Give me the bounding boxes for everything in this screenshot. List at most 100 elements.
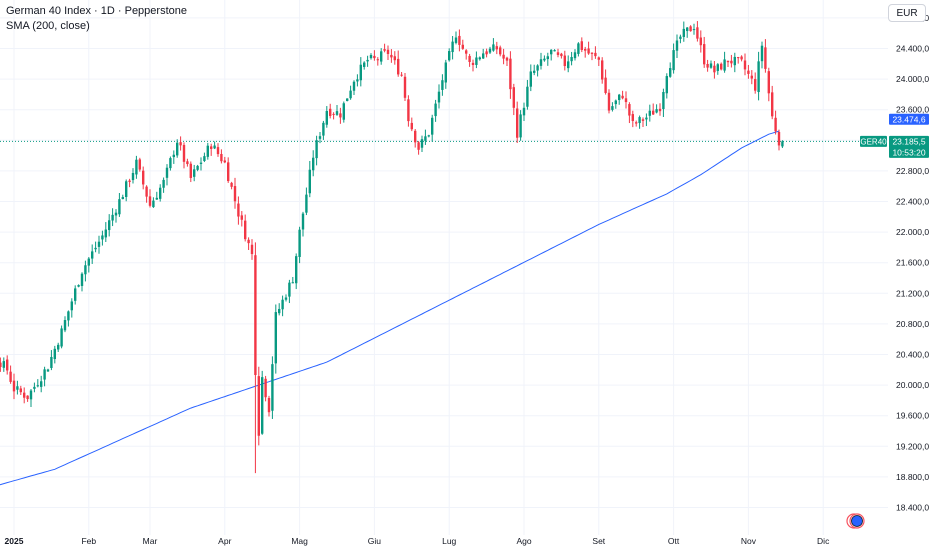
candle-body: [172, 154, 175, 158]
candle-body: [240, 215, 243, 220]
candle: [607, 89, 611, 114]
candle: [60, 325, 63, 349]
candle: [213, 141, 216, 150]
candle-body: [210, 146, 213, 149]
candle: [601, 57, 604, 84]
candle-body: [648, 110, 651, 116]
candle: [43, 366, 46, 387]
y-tick-label: 19.200,0: [896, 441, 929, 451]
y-tick-label: 19.600,0: [896, 411, 929, 421]
svg-text:GER40: GER40: [860, 137, 887, 146]
candle: [227, 157, 230, 183]
candle: [658, 103, 662, 116]
candle: [53, 345, 56, 364]
candle-body: [614, 100, 617, 105]
candle: [781, 140, 784, 149]
candle: [9, 365, 12, 384]
candle-body: [580, 41, 583, 50]
candle-body: [121, 197, 124, 200]
candle: [648, 104, 651, 122]
candle: [563, 50, 566, 71]
candle-body: [305, 194, 308, 213]
x-tick-label: Giu: [368, 536, 382, 546]
candle: [692, 23, 696, 35]
candle: [482, 48, 485, 59]
candle-body: [63, 320, 67, 331]
candle-body: [638, 117, 641, 124]
candle-body: [760, 45, 764, 62]
candle: [628, 102, 631, 124]
candle: [553, 49, 556, 52]
candle-body: [590, 52, 594, 54]
candle-body: [427, 135, 430, 137]
candle-body: [720, 63, 723, 70]
candle-body: [594, 52, 597, 57]
candle-body: [601, 60, 604, 80]
candle: [94, 241, 97, 253]
candle: [40, 375, 43, 393]
tradingview-logo-icon[interactable]: [846, 513, 865, 529]
candle-body: [669, 68, 672, 77]
candle: [125, 179, 128, 202]
candle: [475, 51, 478, 69]
candle: [512, 83, 515, 116]
candle: [505, 56, 509, 66]
candle: [417, 141, 420, 155]
candle: [199, 157, 203, 171]
candle-body: [97, 241, 101, 247]
candle-body: [206, 145, 209, 157]
candle: [465, 49, 468, 60]
candle-body: [359, 64, 362, 81]
candle: [176, 139, 179, 158]
candle: [604, 69, 607, 95]
candle-body: [502, 54, 505, 59]
candle-body: [315, 140, 318, 159]
candle: [298, 226, 301, 264]
candles: [0, 21, 784, 474]
candle-body: [516, 108, 519, 138]
candle-body: [645, 117, 648, 120]
candle: [247, 237, 250, 251]
candle: [536, 64, 539, 77]
candle-body: [475, 57, 478, 65]
candle: [577, 42, 580, 57]
candle-body: [747, 70, 750, 74]
candle: [590, 52, 594, 61]
candle: [614, 99, 617, 109]
candle: [757, 51, 760, 101]
candle-body: [512, 87, 515, 108]
candle: [291, 276, 294, 284]
y-tick-label: 23.600,0: [896, 105, 929, 115]
candle-body: [247, 239, 250, 244]
candle: [329, 103, 332, 119]
candle-body: [291, 282, 294, 284]
candle-body: [227, 162, 230, 182]
candle-body: [352, 81, 356, 91]
candle: [369, 53, 373, 60]
candle-body: [641, 119, 645, 121]
candle: [366, 55, 369, 67]
symbol-title[interactable]: German 40 Index · 1D · Pepperstone: [6, 5, 187, 17]
indicator-label[interactable]: SMA (200, close): [6, 20, 90, 32]
candle: [488, 46, 492, 54]
currency-button[interactable]: EUR: [888, 4, 926, 22]
candle: [567, 55, 570, 73]
candle: [383, 43, 386, 53]
candle-body: [468, 55, 471, 62]
candle: [709, 60, 713, 69]
candle-body: [16, 386, 19, 390]
candle: [148, 189, 152, 208]
candle: [281, 295, 284, 317]
candle: [335, 104, 339, 116]
candle: [689, 25, 692, 32]
candle: [101, 230, 104, 246]
candle: [128, 178, 131, 188]
candle-body: [631, 114, 634, 122]
candle-body: [699, 37, 702, 46]
candle: [206, 142, 209, 160]
candle-body: [556, 52, 560, 55]
candle: [662, 88, 665, 118]
candle: [723, 51, 726, 73]
candle-body: [165, 167, 169, 178]
